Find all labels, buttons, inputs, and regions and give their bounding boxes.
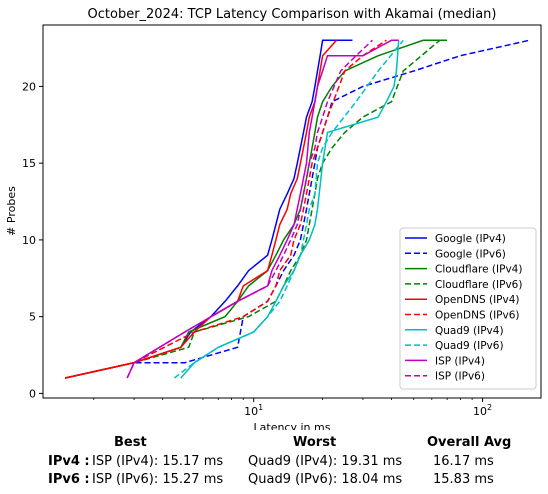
- y-tick-label: 15: [22, 157, 36, 170]
- series-line-cloudflare-ipv6: [65, 39, 441, 379]
- x-tick-label: 101: [244, 403, 263, 418]
- summary-row-label-ipv4: IPv4 :: [48, 454, 90, 469]
- summary-header-worst: Worst: [293, 435, 337, 450]
- y-tick-label: 10: [22, 234, 36, 247]
- legend-box: [399, 227, 537, 390]
- series-line-isp-ipv6: [126, 39, 373, 379]
- y-tick-label: 5: [29, 311, 36, 324]
- legend-label-opendns-ipv4: OpenDNS (IPv4): [435, 294, 520, 306]
- summary-worst-ipv6: Quad9 (IPv6): 18.04 ms: [248, 472, 403, 487]
- legend-label-cloudflare-ipv4: Cloudflare (IPv4): [435, 264, 522, 276]
- x-tick-label: 102: [473, 403, 492, 418]
- y-tick-label: 0: [29, 387, 36, 400]
- summary-avg-ipv6: 15.83 ms: [433, 472, 494, 487]
- legend-label-opendns-ipv6: OpenDNS (IPv6): [435, 310, 520, 322]
- y-tick-label: 20: [22, 80, 36, 93]
- summary-header-avg: Overall Avg: [427, 435, 512, 450]
- series-line-opendns-ipv4: [65, 39, 338, 379]
- series-line-quad9-ipv4: [180, 40, 400, 379]
- legend-label-isp-ipv4: ISP (IPv4): [435, 355, 485, 367]
- series-line-cloudflare-ipv4: [65, 39, 448, 379]
- legend-label-google-ipv6: Google (IPv6): [435, 248, 506, 260]
- legend: Google (IPv4) Google (IPv6) Cloudflare (IP…: [399, 227, 537, 390]
- legend-label-google-ipv4: Google (IPv4): [435, 233, 506, 245]
- plot-frame: [42, 24, 542, 399]
- series-line-google-ipv6: [65, 39, 530, 379]
- legend-label-quad9-ipv6: Quad9 (IPv6): [435, 340, 504, 352]
- series-line-quad9-ipv6: [173, 39, 404, 379]
- x-axis-label: Latency in ms: [254, 421, 331, 430]
- x-axis: 101 102: [93, 398, 492, 418]
- legend-label-cloudflare-ipv6: Cloudflare (IPv6): [435, 279, 522, 291]
- legend-label-isp-ipv6: ISP (IPv6): [435, 371, 485, 383]
- legend-label-quad9-ipv4: Quad9 (IPv4): [435, 325, 504, 337]
- summary-best-ipv4: ISP (IPv4): 15.17 ms: [92, 454, 224, 469]
- y-axis-label: # Probes: [5, 186, 18, 236]
- chart-title: October_2024: TCP Latency Comparison wit…: [88, 7, 497, 22]
- series-lines: [65, 39, 530, 379]
- summary-row-label-ipv6: IPv6 :: [48, 472, 90, 487]
- series-line-google-ipv4: [65, 39, 353, 379]
- summary-avg-ipv4: 16.17 ms: [433, 454, 494, 469]
- y-axis: 0 5 10 15 20: [22, 80, 43, 400]
- summary-worst-ipv4: Quad9 (IPv4): 19.31 ms: [248, 454, 403, 469]
- latency-chart: October_2024: TCP Latency Comparison wit…: [5, 7, 542, 430]
- summary-best-ipv6: ISP (IPv6): 15.27 ms: [92, 472, 224, 487]
- series-line-opendns-ipv6: [65, 39, 387, 379]
- summary-header-best: Best: [114, 435, 147, 450]
- series-line-isp-ipv4: [126, 39, 399, 379]
